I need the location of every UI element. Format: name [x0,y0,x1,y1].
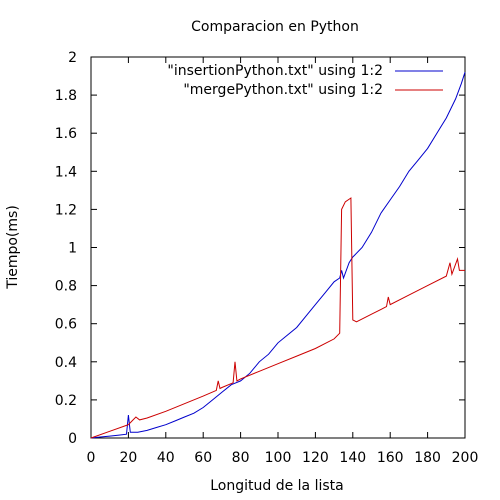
x-axis-ticks: 0 20 40 60 80 100 120 140 160 180 200 [87,57,479,466]
y-tick-label: 1 [68,241,77,257]
y-tick-label: 0.8 [55,279,77,295]
y-tick-label: 1.2 [55,202,77,218]
y-tick-label: 1.4 [55,164,77,180]
x-tick-label: 200 [452,450,479,466]
series-layer [90,72,466,439]
y-tick-label: 0.4 [55,355,77,371]
chart-title: Comparacion en Python [191,19,359,35]
y-tick-label: 0.2 [55,393,77,409]
legend: "insertionPython.txt" using 1:2 "mergePy… [167,63,443,98]
x-axis-label: Longitud de la lista [210,478,343,494]
series-line-insertion [90,72,466,439]
x-tick-label: 80 [232,450,250,466]
x-tick-label: 100 [265,450,292,466]
y-axis-ticks: 0 0.2 0.4 0.6 0.8 1 1.2 1.4 1.6 1.8 2 [55,50,465,447]
series-line-merge [90,197,465,439]
y-tick-label: 1.8 [55,88,77,104]
y-tick-label: 2 [68,50,77,66]
y-axis-label: Tiempo(ms) [5,205,21,290]
x-tick-label: 40 [157,450,175,466]
x-tick-label: 140 [339,450,366,466]
y-tick-label: 0.6 [55,317,77,333]
y-tick-label: 0 [68,431,77,447]
x-tick-label: 60 [194,450,212,466]
x-tick-label: 0 [87,450,96,466]
plot-frame [90,56,466,439]
x-tick-label: 20 [119,450,137,466]
legend-label-merge: "mergePython.txt" using 1:2 [183,82,383,98]
x-tick-label: 160 [377,450,404,466]
y-tick-label: 1.6 [55,126,77,142]
x-tick-label: 180 [414,450,441,466]
legend-label-insertion: "insertionPython.txt" using 1:2 [167,63,383,79]
x-tick-label: 120 [302,450,329,466]
